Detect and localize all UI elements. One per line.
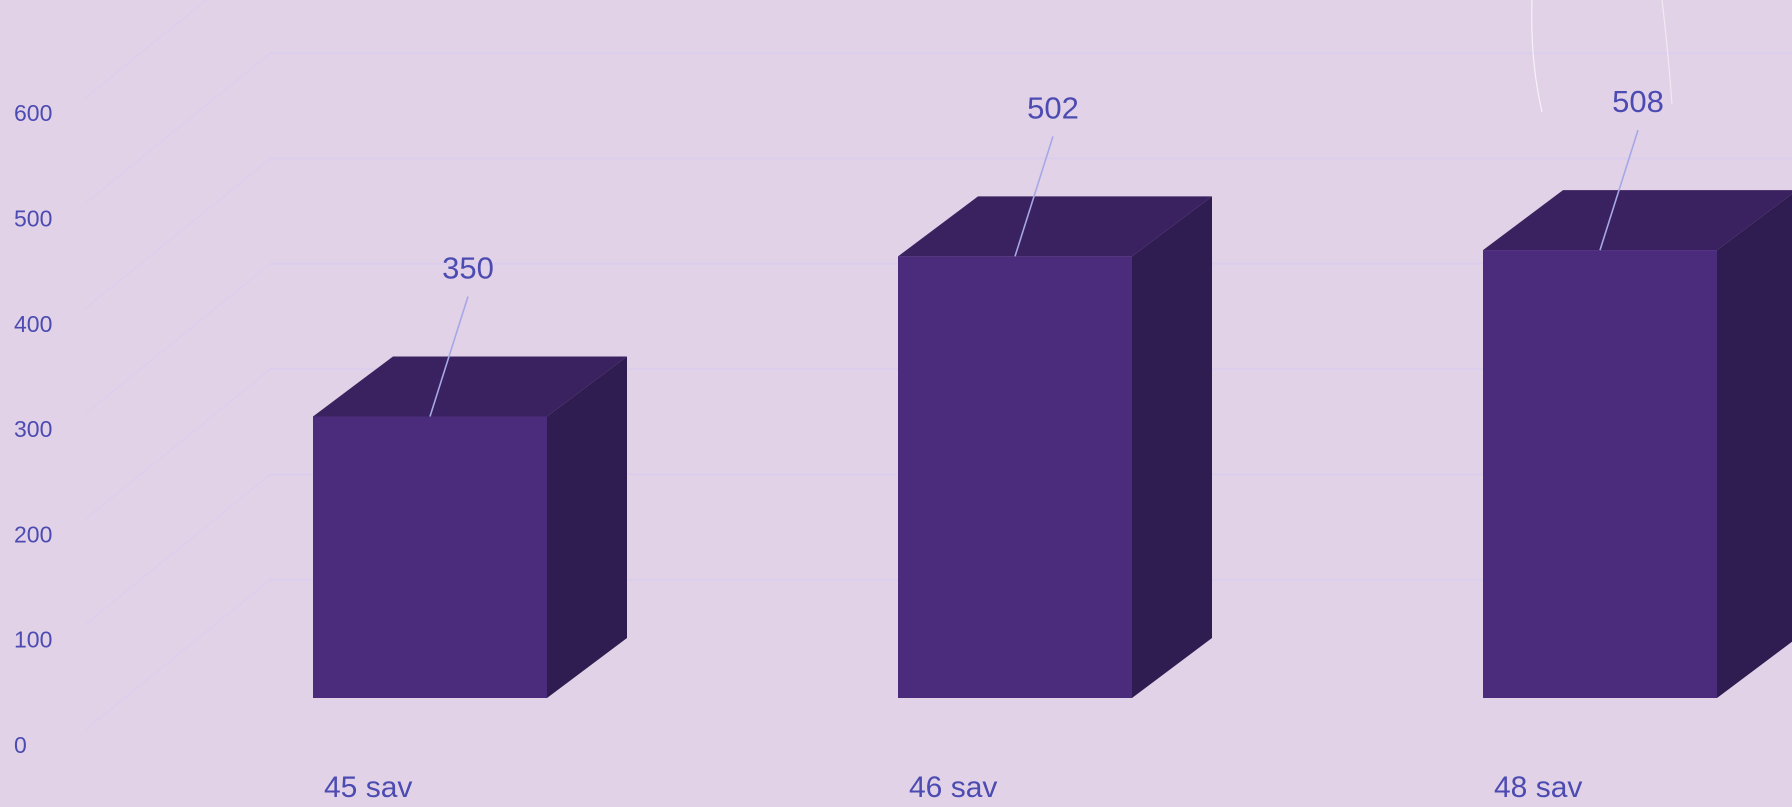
y-tick-label: 500	[14, 206, 52, 232]
bar-top	[1483, 190, 1792, 251]
data-label-leader	[429, 296, 469, 417]
bar-top	[898, 196, 1212, 257]
bar[interactable]	[898, 256, 1132, 698]
perspective-guide	[84, 474, 271, 626]
y-tick-label: 300	[14, 416, 52, 442]
x-tick-label: 46 sav	[909, 771, 997, 802]
perspective-guide	[84, 368, 271, 520]
perspective-guide	[84, 263, 271, 415]
data-label: 508	[1612, 84, 1664, 119]
data-label-leader	[1014, 136, 1054, 257]
perspective-guide	[84, 0, 208, 99]
bar[interactable]	[1483, 250, 1717, 699]
y-tick-label: 400	[14, 311, 52, 337]
bar-side	[1132, 196, 1212, 699]
y-tick-label: 100	[14, 627, 52, 653]
x-tick-label: 48 sav	[1494, 771, 1582, 802]
bar-top	[313, 356, 627, 417]
data-label: 502	[1027, 90, 1079, 125]
perspective-guide	[84, 158, 271, 310]
bar-side	[547, 356, 627, 698]
decorative-arc	[1661, 0, 1673, 105]
decorative-arc	[1531, 0, 1543, 113]
y-tick-label: 200	[14, 521, 52, 547]
bar[interactable]	[313, 416, 547, 698]
x-tick-label: 45 sav	[324, 771, 412, 802]
data-label: 350	[442, 250, 494, 285]
y-tick-label: 600	[14, 100, 52, 126]
data-label-leader	[1599, 129, 1639, 251]
bar-side	[1717, 193, 1792, 698]
perspective-guide	[84, 52, 271, 205]
perspective-guide	[84, 579, 271, 731]
y-tick-label: 0	[14, 732, 27, 758]
